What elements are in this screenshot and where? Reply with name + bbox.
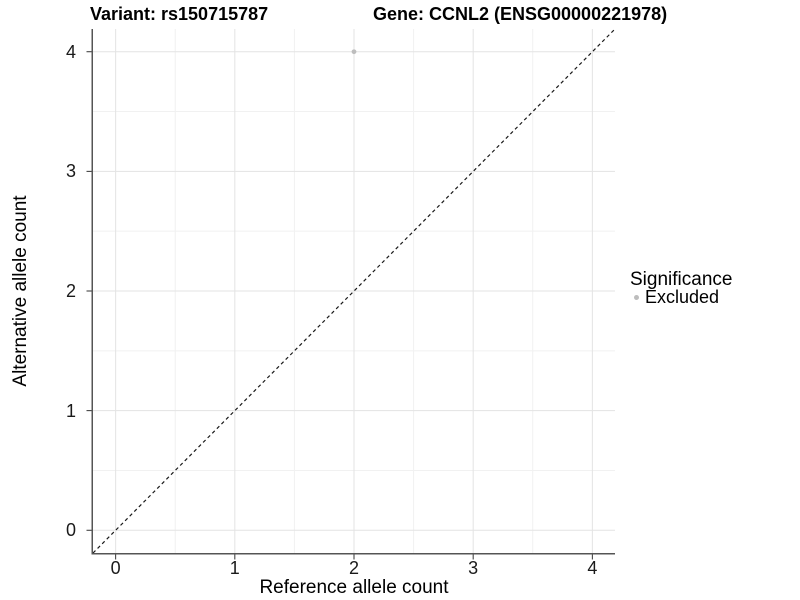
y-tick-label: 1: [65, 400, 76, 421]
x-tick-label: 3: [468, 558, 479, 578]
y-tick-label: 3: [65, 161, 76, 182]
x-tick-label: 4: [587, 558, 598, 578]
x-tick-label: 1: [229, 558, 240, 578]
legend-item: Excluded: [630, 287, 732, 307]
data-point: [351, 49, 357, 55]
legend: Significance Excluded: [630, 269, 733, 307]
y-tick-label: 0: [65, 520, 76, 541]
legend-title: Significance: [630, 269, 733, 290]
y-tick-label: 4: [65, 41, 76, 62]
legend-key-dot-icon: [634, 295, 639, 300]
x-tick-label: 0: [110, 558, 121, 578]
plot-title-gene: Gene: CCNL2 (ENSG00000221978): [373, 4, 668, 24]
x-tick-label: 2: [348, 558, 359, 578]
legend-items: Excluded: [630, 287, 732, 307]
plot-title-variant: Variant: rs150715787: [90, 4, 269, 24]
x-axis-title: Reference allele count: [259, 577, 449, 598]
y-tick-label: 2: [65, 281, 76, 301]
legend-item-label: Excluded: [645, 287, 720, 307]
